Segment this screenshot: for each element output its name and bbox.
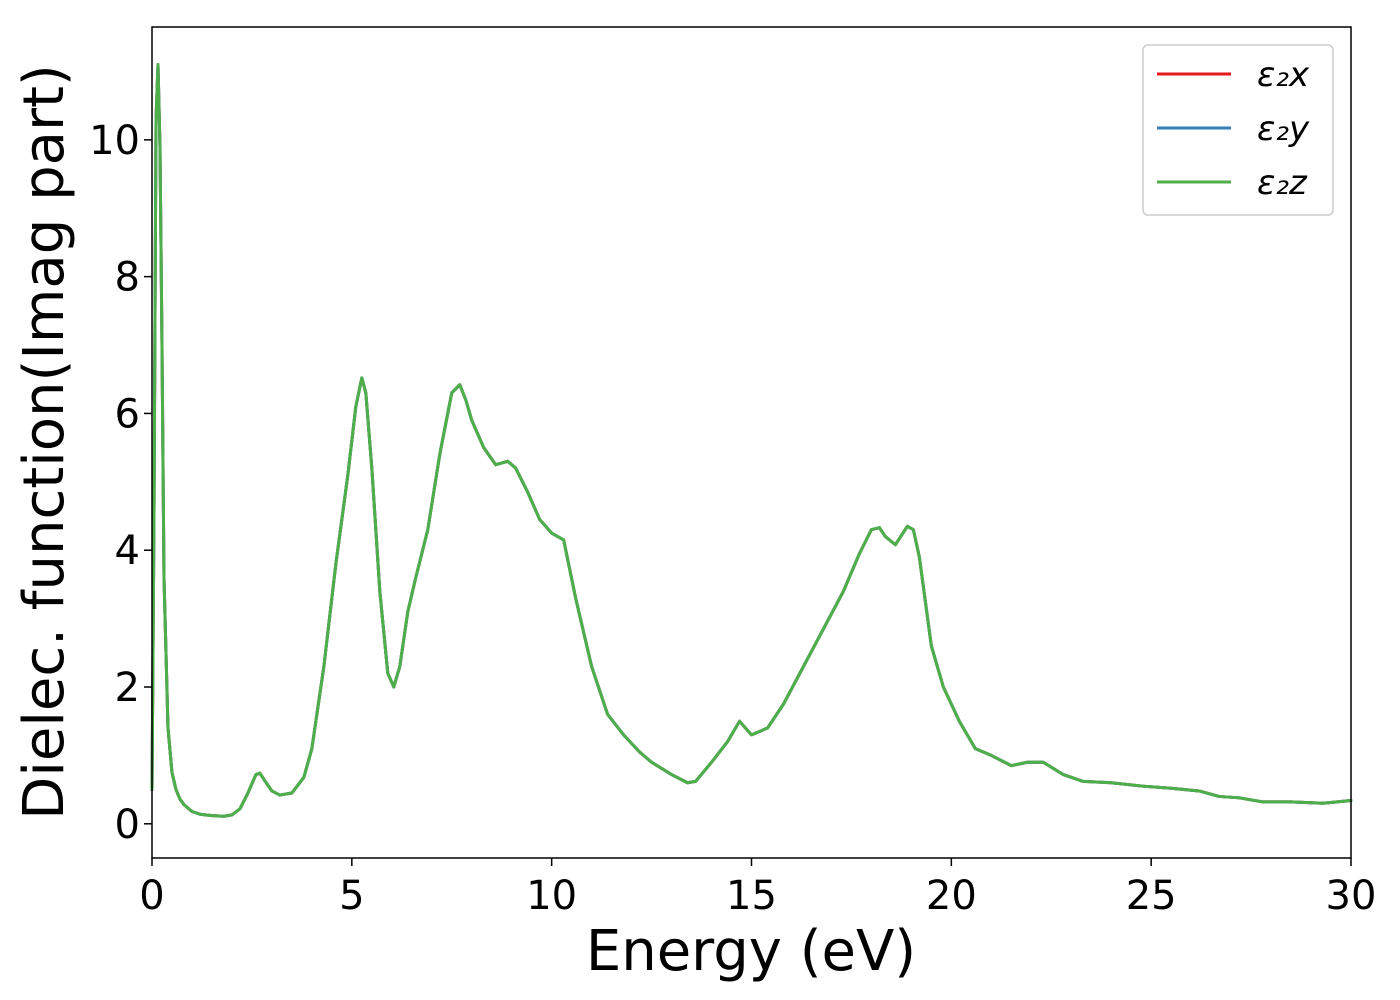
- y-axis: 0 2 4 6 8 10: [89, 118, 152, 848]
- x-axis: 0 5 10 15 20 25 30: [139, 858, 1376, 919]
- x-tick-label: 25: [1126, 873, 1177, 919]
- x-tick-label: 10: [526, 873, 577, 919]
- x-tick-label: 20: [926, 873, 977, 919]
- legend: ε₂x ε₂y ε₂z: [1142, 44, 1334, 216]
- legend-box: [1142, 44, 1334, 216]
- y-tick-label: 0: [115, 802, 140, 848]
- y-tick-label: 4: [115, 528, 140, 574]
- x-tick-label: 15: [726, 873, 777, 919]
- y-tick-label: 2: [115, 665, 140, 711]
- x-tick-label: 30: [1326, 873, 1377, 919]
- series-layer: [150, 63, 1353, 818]
- legend-label-2: ε₂y: [1257, 109, 1310, 149]
- y-tick-label: 10: [89, 118, 140, 164]
- series-line-3: [150, 63, 1353, 818]
- legend-label-1: ε₂x: [1257, 55, 1310, 95]
- y-axis-title: Dielec. function(Imag part): [12, 64, 77, 820]
- y-tick-label: 6: [115, 391, 140, 437]
- x-axis-title: Energy (eV): [586, 919, 916, 984]
- legend-label-3: ε₂z: [1257, 163, 1308, 203]
- x-tick-label: 5: [339, 873, 364, 919]
- y-tick-label: 8: [115, 255, 140, 301]
- x-tick-label: 0: [139, 873, 164, 919]
